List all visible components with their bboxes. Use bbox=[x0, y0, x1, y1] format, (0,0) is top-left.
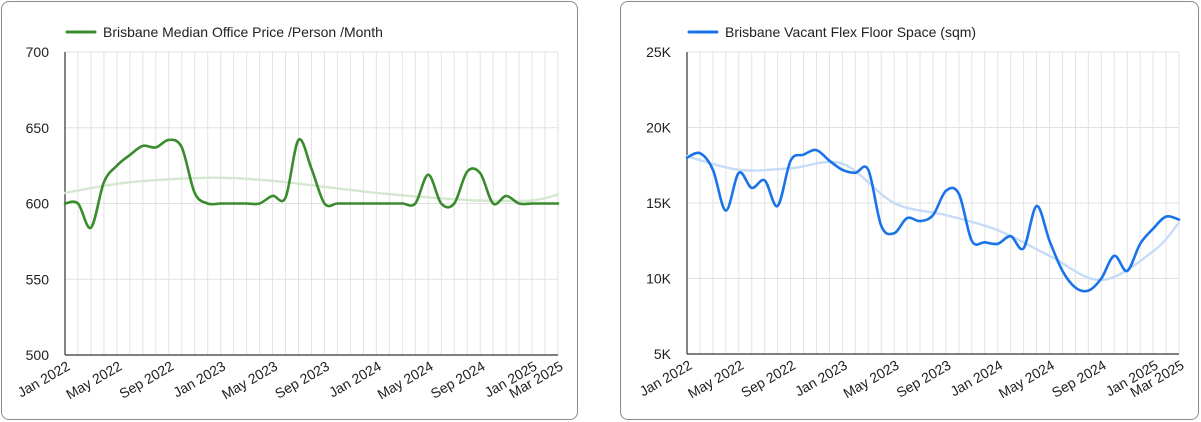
x-tick-label: Jan 2022 bbox=[15, 358, 73, 401]
x-tick-label: May 2022 bbox=[685, 357, 746, 402]
x-tick-label: May 2023 bbox=[840, 357, 901, 402]
x-tick-label: Jan 2023 bbox=[170, 358, 228, 401]
x-tick-label: May 2024 bbox=[375, 358, 436, 403]
vacant-flex-chart-card: 25K 20K 15K 10K 5K Jan 2022 May 2022 Sep 2022 Ja… bbox=[620, 1, 1199, 420]
y-tick-label: 10K bbox=[646, 271, 672, 287]
y-tick-label: 650 bbox=[26, 120, 50, 136]
x-tick-label: Jan 2024 bbox=[947, 357, 1005, 400]
legend-label: Brisbane Median Office Price /Person /Mo… bbox=[103, 24, 383, 40]
x-tick-label: Sep 2022 bbox=[116, 358, 176, 402]
x-tick-label: May 2023 bbox=[219, 358, 280, 403]
y-tick-label: 20K bbox=[646, 120, 672, 136]
y-tick-label: 15K bbox=[646, 195, 672, 211]
x-tick-label: Jan 2024 bbox=[326, 358, 384, 401]
legend-label: Brisbane Vacant Flex Floor Space (sqm) bbox=[725, 24, 976, 40]
y-tick-label: 500 bbox=[26, 347, 50, 363]
trend-line bbox=[63, 176, 560, 203]
y-tick-label: 600 bbox=[26, 196, 50, 212]
y-tick-label: 700 bbox=[26, 44, 50, 60]
x-tick-label: Sep 2024 bbox=[428, 358, 488, 402]
x-tick-label: Sep 2023 bbox=[894, 357, 954, 401]
series-line bbox=[63, 138, 560, 230]
trend-line bbox=[685, 155, 1181, 282]
x-tick-label: Sep 2024 bbox=[1049, 357, 1109, 401]
office-price-chart-card: 700 650 600 550 500 Jan 2022 May 2022 Sep 2022 J… bbox=[1, 1, 578, 420]
x-tick-label: May 2022 bbox=[63, 358, 124, 403]
x-tick-label: Sep 2022 bbox=[738, 357, 798, 401]
x-tick-label: May 2024 bbox=[996, 357, 1057, 402]
x-tick-label: Jan 2023 bbox=[792, 357, 850, 400]
y-tick-label: 550 bbox=[26, 271, 50, 287]
y-tick-label: 25K bbox=[646, 44, 672, 60]
x-tick-label: Jan 2022 bbox=[637, 357, 695, 400]
y-tick-label: 5K bbox=[654, 346, 672, 362]
series-line bbox=[685, 148, 1181, 293]
x-tick-label: Sep 2023 bbox=[272, 358, 332, 402]
